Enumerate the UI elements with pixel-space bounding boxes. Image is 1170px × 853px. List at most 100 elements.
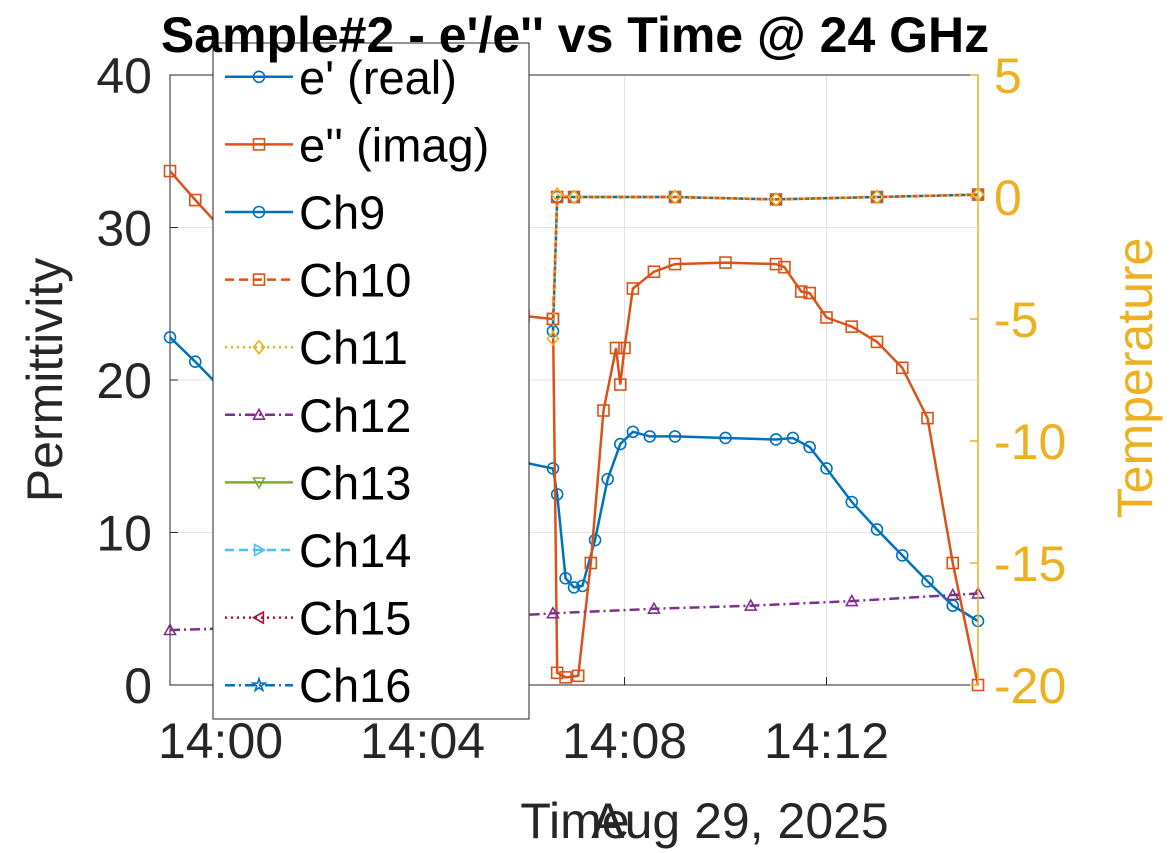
series-4-point bbox=[870, 189, 884, 205]
series-4-point bbox=[769, 191, 783, 208]
series-0-point bbox=[820, 462, 833, 475]
legend-marker bbox=[252, 138, 266, 151]
series-1-point bbox=[163, 164, 177, 178]
series-0-point bbox=[921, 574, 934, 588]
series-0-point bbox=[550, 488, 564, 501]
legend-label: Ch11 bbox=[299, 321, 408, 374]
legend-marker bbox=[250, 676, 268, 693]
series-1-point bbox=[820, 311, 833, 324]
y-axis-right-label: Temperature bbox=[1107, 238, 1163, 519]
y-axis-left-label: Permittivity bbox=[17, 258, 73, 502]
date-label: Aug 29, 2025 bbox=[591, 793, 889, 849]
legend-marker bbox=[253, 543, 267, 557]
series-3-point bbox=[550, 190, 564, 204]
series-0-point bbox=[559, 571, 572, 585]
y-left-tick-label: 40 bbox=[96, 48, 152, 104]
series-5-point bbox=[546, 606, 560, 619]
series-1-point bbox=[778, 260, 791, 274]
series-5-point bbox=[945, 587, 960, 601]
series-4-point bbox=[550, 186, 564, 203]
series-0-point bbox=[668, 430, 682, 443]
series-1-point bbox=[719, 256, 732, 269]
y-left-tick-label: 0 bbox=[124, 658, 152, 714]
legend: e' (real) e'' (imag) Ch9 Ch10 Ch11 Ch12 Ch13 Ch… bbox=[212, 42, 530, 720]
x-axis-label: Time bbox=[520, 793, 629, 849]
y-right-tick-label: -5 bbox=[994, 292, 1038, 348]
series-5-point bbox=[743, 598, 758, 611]
y-left-tick-label: 30 bbox=[96, 201, 152, 257]
series-4-point bbox=[546, 330, 560, 347]
legend-label: Ch16 bbox=[299, 659, 411, 712]
series-0-point bbox=[626, 425, 640, 439]
series-1-point bbox=[870, 335, 884, 349]
series-1-point bbox=[550, 666, 564, 680]
series-4-point bbox=[668, 189, 682, 205]
series-0-point bbox=[163, 330, 177, 344]
legend-label: e' (real) bbox=[299, 51, 457, 104]
series-1-point bbox=[188, 193, 202, 207]
legend-label: Ch13 bbox=[299, 456, 411, 509]
series-1-point bbox=[803, 286, 816, 300]
series-1-point bbox=[647, 265, 661, 279]
x-tick-label: 14:12 bbox=[764, 713, 889, 769]
y-right-tick-label: -20 bbox=[994, 658, 1066, 714]
legend-marker bbox=[252, 477, 266, 490]
legend-marker bbox=[251, 610, 265, 625]
series-1-point bbox=[794, 285, 808, 298]
series-1-point bbox=[618, 341, 631, 355]
axes: 14:00 14:04 14:08 14:12 0 10 20 30 40 -20 -15 -10 -5… bbox=[96, 48, 1066, 769]
series-5-point bbox=[163, 622, 177, 636]
y-right-tick-label: -10 bbox=[994, 414, 1066, 470]
series-5-point bbox=[844, 593, 859, 607]
series-0-point bbox=[588, 533, 602, 547]
series-0-point bbox=[719, 431, 732, 445]
series-1-point bbox=[626, 282, 640, 295]
x-tick-label: 14:08 bbox=[562, 713, 687, 769]
series-0-point bbox=[803, 440, 816, 454]
series-1-point bbox=[946, 556, 960, 570]
y-left-tick-label: 20 bbox=[96, 353, 152, 409]
series-1-point bbox=[895, 361, 909, 375]
x-tick-label: 14:00 bbox=[158, 713, 283, 769]
legend-box bbox=[212, 42, 530, 720]
series-0-point bbox=[188, 355, 202, 369]
y-left-tick-label: 10 bbox=[96, 506, 152, 562]
series-0-point bbox=[870, 523, 884, 536]
series-1-point bbox=[613, 378, 627, 391]
series-1-point bbox=[769, 257, 783, 271]
series-4-line bbox=[551, 193, 979, 339]
legend-label: Ch15 bbox=[299, 592, 411, 645]
series-1-point bbox=[559, 671, 572, 684]
legend-label: Ch12 bbox=[299, 389, 411, 442]
series-4-point bbox=[567, 189, 581, 205]
series-1-point bbox=[584, 556, 598, 570]
legend-label: Ch9 bbox=[299, 186, 385, 239]
series-5-point bbox=[647, 601, 661, 614]
chart-title: Sample#2 - e'/e'' vs Time @ 24 GHz bbox=[161, 7, 989, 63]
legend-marker bbox=[252, 273, 266, 286]
x-tick-label: 14:04 bbox=[360, 713, 485, 769]
legend-marker bbox=[252, 407, 266, 421]
series-1-point bbox=[597, 404, 610, 417]
series-0-point bbox=[613, 437, 627, 451]
legend-label: Ch14 bbox=[299, 524, 411, 577]
series-1-point bbox=[921, 411, 934, 425]
y-right-tick-label: -15 bbox=[994, 536, 1066, 592]
series-1-point bbox=[609, 341, 623, 355]
legend-marker bbox=[252, 70, 266, 84]
series-0-point bbox=[601, 472, 614, 486]
series-0-point bbox=[546, 462, 560, 475]
y-right-tick-label: 0 bbox=[994, 170, 1022, 226]
series-0-point bbox=[643, 430, 657, 443]
legend-marker bbox=[252, 339, 266, 355]
series-0-point bbox=[786, 431, 800, 445]
y-right-tick-label: 5 bbox=[994, 48, 1022, 104]
series-0-point bbox=[567, 581, 581, 594]
series-1-point bbox=[668, 257, 682, 271]
series-1-point bbox=[571, 669, 585, 683]
series-0-point bbox=[895, 549, 909, 562]
legend-marker bbox=[252, 205, 266, 219]
legend-label: e'' (imag) bbox=[299, 118, 489, 171]
